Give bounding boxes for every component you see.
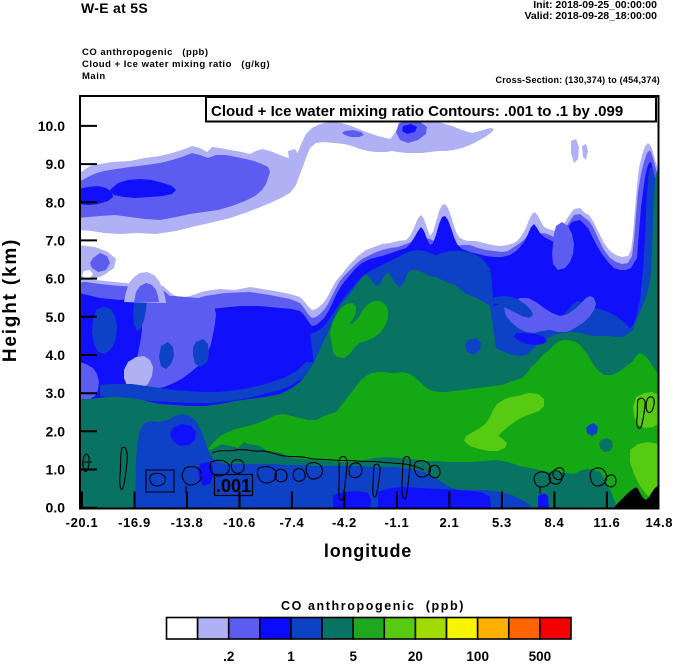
svg-text:8.4: 8.4 — [544, 515, 564, 530]
svg-text:2.1: 2.1 — [439, 515, 459, 530]
svg-text:5.3: 5.3 — [492, 515, 512, 530]
svg-text:-10.6: -10.6 — [223, 515, 256, 530]
svg-text:500: 500 — [529, 649, 552, 664]
svg-text:-16.9: -16.9 — [118, 515, 151, 530]
svg-text:8.0: 8.0 — [46, 194, 66, 210]
svg-text:4.0: 4.0 — [46, 347, 66, 363]
svg-text:10.0: 10.0 — [38, 118, 65, 134]
svg-text:-7.4: -7.4 — [279, 515, 304, 530]
svg-text:Cloud + Ice water mixing ratio: Cloud + Ice water mixing ratio Contours:… — [211, 103, 623, 120]
svg-text:Height (km): Height (km) — [0, 238, 21, 362]
svg-text:0.0: 0.0 — [46, 500, 66, 516]
svg-text:7.0: 7.0 — [46, 232, 66, 248]
svg-text:.001: .001 — [216, 476, 251, 496]
svg-text:-13.8: -13.8 — [171, 515, 204, 530]
svg-text:-4.2: -4.2 — [332, 515, 357, 530]
svg-text:5: 5 — [349, 649, 357, 664]
svg-text:-20.1: -20.1 — [66, 515, 99, 530]
svg-text:CO anthropogenic (ppb): CO anthropogenic (ppb) — [281, 599, 465, 613]
svg-text:20: 20 — [408, 649, 423, 664]
svg-text:1.0: 1.0 — [46, 462, 66, 478]
svg-text:9.0: 9.0 — [46, 156, 66, 172]
svg-text:3.0: 3.0 — [46, 385, 66, 401]
svg-text:2.0: 2.0 — [46, 423, 66, 439]
svg-text:1: 1 — [287, 649, 295, 664]
svg-text:-1.1: -1.1 — [384, 515, 409, 530]
svg-text:.2: .2 — [223, 649, 234, 664]
svg-text:longitude: longitude — [324, 541, 412, 561]
svg-text:5.0: 5.0 — [46, 309, 66, 325]
svg-text:100: 100 — [466, 649, 489, 664]
svg-text:6.0: 6.0 — [46, 271, 66, 287]
svg-text:11.6: 11.6 — [593, 515, 620, 530]
svg-text:14.8: 14.8 — [645, 515, 673, 530]
